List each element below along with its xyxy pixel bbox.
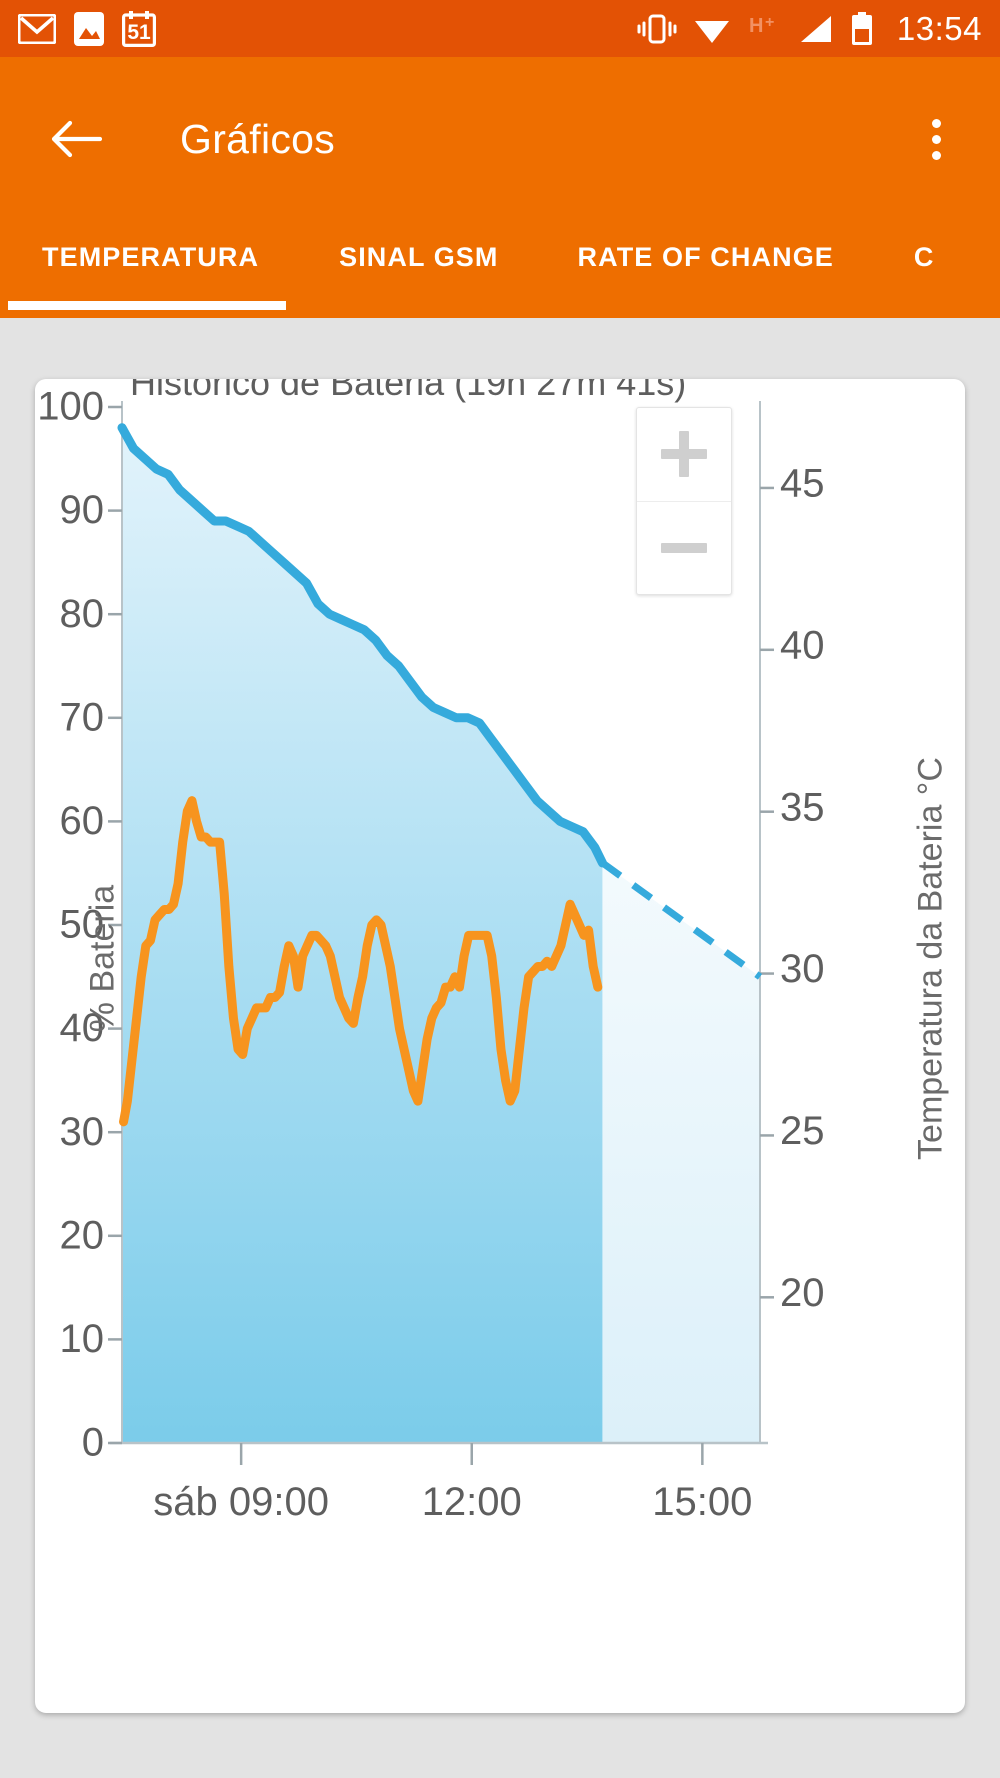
status-bar: 51 H + 13:54 — [0, 0, 1000, 57]
y-axis-left-label: % Bateria — [83, 884, 122, 1033]
hplus-icon: H + — [749, 14, 774, 37]
y-tick-label-left: 0 — [82, 1421, 104, 1465]
tab-active-indicator — [8, 301, 286, 310]
tab-rate-of-change[interactable]: RATE OF CHANGE — [577, 242, 834, 272]
tab-sinal-gsm[interactable]: SINAL GSM — [339, 242, 499, 272]
page-title: Gráficos — [180, 115, 336, 162]
y-tick-label-left: 70 — [60, 695, 105, 739]
plus-icon-v — [679, 431, 689, 478]
temperature-line — [119, 796, 603, 1127]
tab-bar: TEMPERATURA SINAL GSM RATE OF CHANGE C — [0, 220, 1000, 318]
x-tick-label: 12:00 — [422, 1480, 522, 1524]
svg-text:+: + — [765, 14, 774, 31]
arrow-left-icon — [51, 120, 102, 158]
battery-projection-area — [602, 862, 760, 1443]
battery-history-chart[interactable]: 0 10 20 30 40 50 60 70 80 90 100 20 25 30 35 40 45 sáb 09… — [35, 379, 965, 1713]
y-tick-label-right: 25 — [780, 1109, 825, 1153]
calendar-51-icon: 51 — [122, 10, 156, 47]
back-button[interactable] — [42, 105, 110, 173]
tab-next[interactable]: C — [913, 242, 935, 272]
battery-area-fill — [122, 427, 603, 1444]
more-vertical-icon-dot — [931, 118, 941, 128]
status-bar-notification-icons: 51 — [18, 10, 156, 47]
battery-icon — [851, 11, 872, 45]
chart-title: Histórico de Bateria (19h 27m 41s) — [130, 379, 687, 403]
more-vertical-icon-dot — [931, 150, 941, 160]
zoom-out-button[interactable] — [637, 500, 731, 595]
y-tick-label-left: 60 — [60, 799, 105, 843]
overflow-menu-button[interactable] — [902, 105, 970, 173]
battery-line — [117, 423, 607, 868]
zoom-in-button[interactable] — [637, 408, 731, 501]
more-vertical-icon-dot — [931, 134, 941, 144]
chart-plot-area: 0 10 20 30 40 50 60 70 80 90 100 20 25 30 35 40 45 sáb 09… — [37, 385, 825, 1524]
y-tick-label-left: 20 — [60, 1213, 105, 1257]
wifi-icon — [694, 20, 729, 43]
tab-temperatura[interactable]: TEMPERATURA — [42, 242, 260, 272]
y-tick-label-left: 40 — [60, 1006, 105, 1050]
battery-projection-line — [600, 860, 763, 980]
y-tick-label-left: 10 — [60, 1317, 105, 1361]
svg-text:51: 51 — [127, 21, 151, 44]
x-tick-label: 15:00 — [652, 1480, 752, 1524]
y-axis-right-label: Temperatura da Bateria °C — [911, 757, 950, 1160]
gmail-icon — [18, 13, 56, 44]
y-tick-label-right: 45 — [780, 462, 825, 506]
status-bar-clock: 13:54 — [896, 9, 982, 47]
y-tick-label-right: 40 — [780, 623, 825, 667]
chart-card: 0 10 20 30 40 50 60 70 80 90 100 20 25 30 35 40 45 sáb 09… — [35, 379, 965, 1713]
x-tick-label: sáb 09:00 — [153, 1480, 329, 1524]
vibrate-icon — [637, 14, 677, 43]
signal-icon — [800, 15, 831, 42]
y-tick-label-left: 100 — [37, 385, 104, 429]
y-tick-label-left: 90 — [60, 488, 105, 532]
app-bar: Gráficos — [0, 57, 1000, 220]
gallery-icon — [74, 11, 104, 46]
y-tick-label-right: 30 — [780, 947, 825, 991]
y-tick-label-left: 30 — [60, 1110, 105, 1154]
zoom-controls — [636, 407, 732, 595]
y-tick-label-left: 50 — [60, 903, 105, 947]
y-tick-label-left: 80 — [60, 592, 105, 636]
status-bar-system-icons: H + 13:54 — [637, 10, 982, 48]
svg-text:H: H — [749, 15, 763, 37]
y-tick-label-right: 35 — [780, 785, 825, 829]
minus-icon — [661, 542, 707, 553]
y-tick-label-right: 20 — [780, 1271, 825, 1315]
